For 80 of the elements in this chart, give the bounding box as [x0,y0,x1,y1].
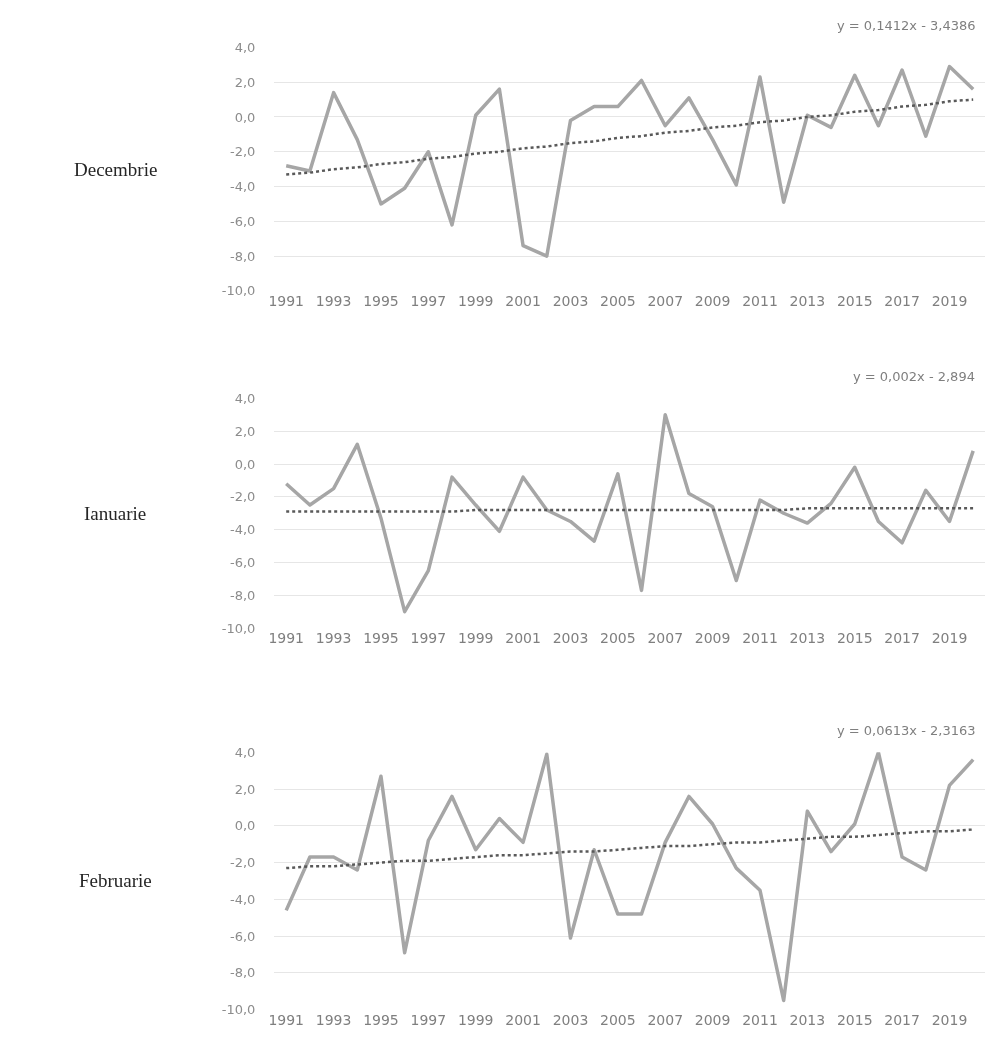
x-tick-label: 2009 [694,630,731,647]
y-tick-label: -6,0 [229,555,256,571]
y-tick-label: -6,0 [229,213,256,229]
x-tick-label: 1993 [315,1011,352,1028]
x-tick-label: 1993 [315,630,352,647]
y-tick-label: -10,0 [221,283,256,299]
y-tick-label: -2,0 [229,855,256,871]
x-tick-label: 1995 [363,1011,399,1028]
x-tick-label: 1997 [410,292,447,309]
text: y = 0,002x - 2,894 [853,369,975,384]
y-tick-label: 4,0 [234,744,256,760]
y-tick-label: 2,0 [234,74,256,90]
x-tick-label: 2009 [694,1011,731,1028]
x-tick-label: 1997 [410,1011,447,1028]
x-tick-label: 1999 [457,292,494,309]
x-tick-label: 2019 [931,1011,968,1028]
y-tick-label: -6,0 [229,928,256,944]
x-tick-label: 2017 [884,630,920,647]
y-tick-label: -8,0 [229,248,256,264]
x-tick-label: 1991 [268,630,305,647]
x-tick-label: 2011 [742,1011,778,1028]
x-tick-label: 2007 [647,1011,684,1028]
y-tick-label: 0,0 [234,109,256,125]
x-tick-label: 2005 [600,1011,636,1028]
y-tick-label: 4,0 [234,390,256,406]
y-tick-label: 0,0 [234,818,256,834]
y-tick-label: 0,0 [234,456,256,472]
x-tick-label: 2015 [836,630,873,647]
x-tick-label: 2017 [884,292,920,309]
x-tick-label: 2013 [789,630,826,647]
y-tick-label: -8,0 [229,965,256,981]
y-axis-title: Ianuarie [84,503,147,524]
y-tick-label: 2,0 [234,781,256,797]
x-tick-label: 2001 [505,1011,541,1028]
y-tick-label: -4,0 [229,891,256,907]
x-tick-label: 2003 [552,1011,589,1028]
x-tick-label: 1991 [268,292,305,309]
line-series [284,413,975,614]
x-tick-label: 2005 [600,292,636,309]
y-tick-label: -4,0 [229,179,256,195]
y-axis-title: Decembrie [74,159,158,180]
x-tick-label: 2007 [647,292,684,309]
x-tick-label: 2009 [694,292,731,309]
x-tick-label: 1995 [363,630,399,647]
x-tick-label: 2011 [742,292,778,309]
y-axis-title: Februarie [79,870,152,891]
x-tick-label: 2013 [789,292,826,309]
y-tick-label: -10,0 [221,1002,256,1018]
y-tick-label: -2,0 [229,144,256,160]
y-tick-label: -10,0 [221,620,256,636]
x-tick-label: 1995 [363,292,399,309]
y-tick-label: -2,0 [229,489,256,505]
x-tick-label: 1997 [410,630,447,647]
x-tick-label: 1999 [457,630,494,647]
x-tick-label: 2003 [552,292,589,309]
line-series [284,98,975,176]
y-tick-label: -4,0 [229,522,256,538]
x-tick-label: 2001 [505,630,541,647]
text: y = 0,1412x - 3,4386 [837,18,976,33]
x-tick-label: 2001 [505,292,541,309]
x-tick-label: 2011 [742,630,778,647]
text: y = 0,0613x - 2,3163 [837,723,976,738]
x-tick-label: 2013 [789,1011,826,1028]
x-tick-label: 1993 [315,292,352,309]
x-tick-label: 2015 [836,1011,873,1028]
x-tick-label: 2019 [931,292,968,309]
x-tick-label: 2007 [647,630,684,647]
x-tick-label: 1999 [457,1011,494,1028]
x-tick-label: 2003 [552,630,589,647]
x-tick-label: 1991 [268,1011,305,1028]
x-tick-label: 2005 [600,630,636,647]
y-tick-label: -8,0 [229,587,256,603]
line-series [284,752,975,1003]
y-tick-label: 2,0 [234,423,256,439]
x-tick-label: 2015 [836,292,873,309]
x-tick-label: 2017 [884,1011,920,1028]
x-tick-label: 2019 [931,630,968,647]
line-series [284,828,975,870]
y-tick-label: 4,0 [234,39,256,55]
line-series [284,64,975,258]
